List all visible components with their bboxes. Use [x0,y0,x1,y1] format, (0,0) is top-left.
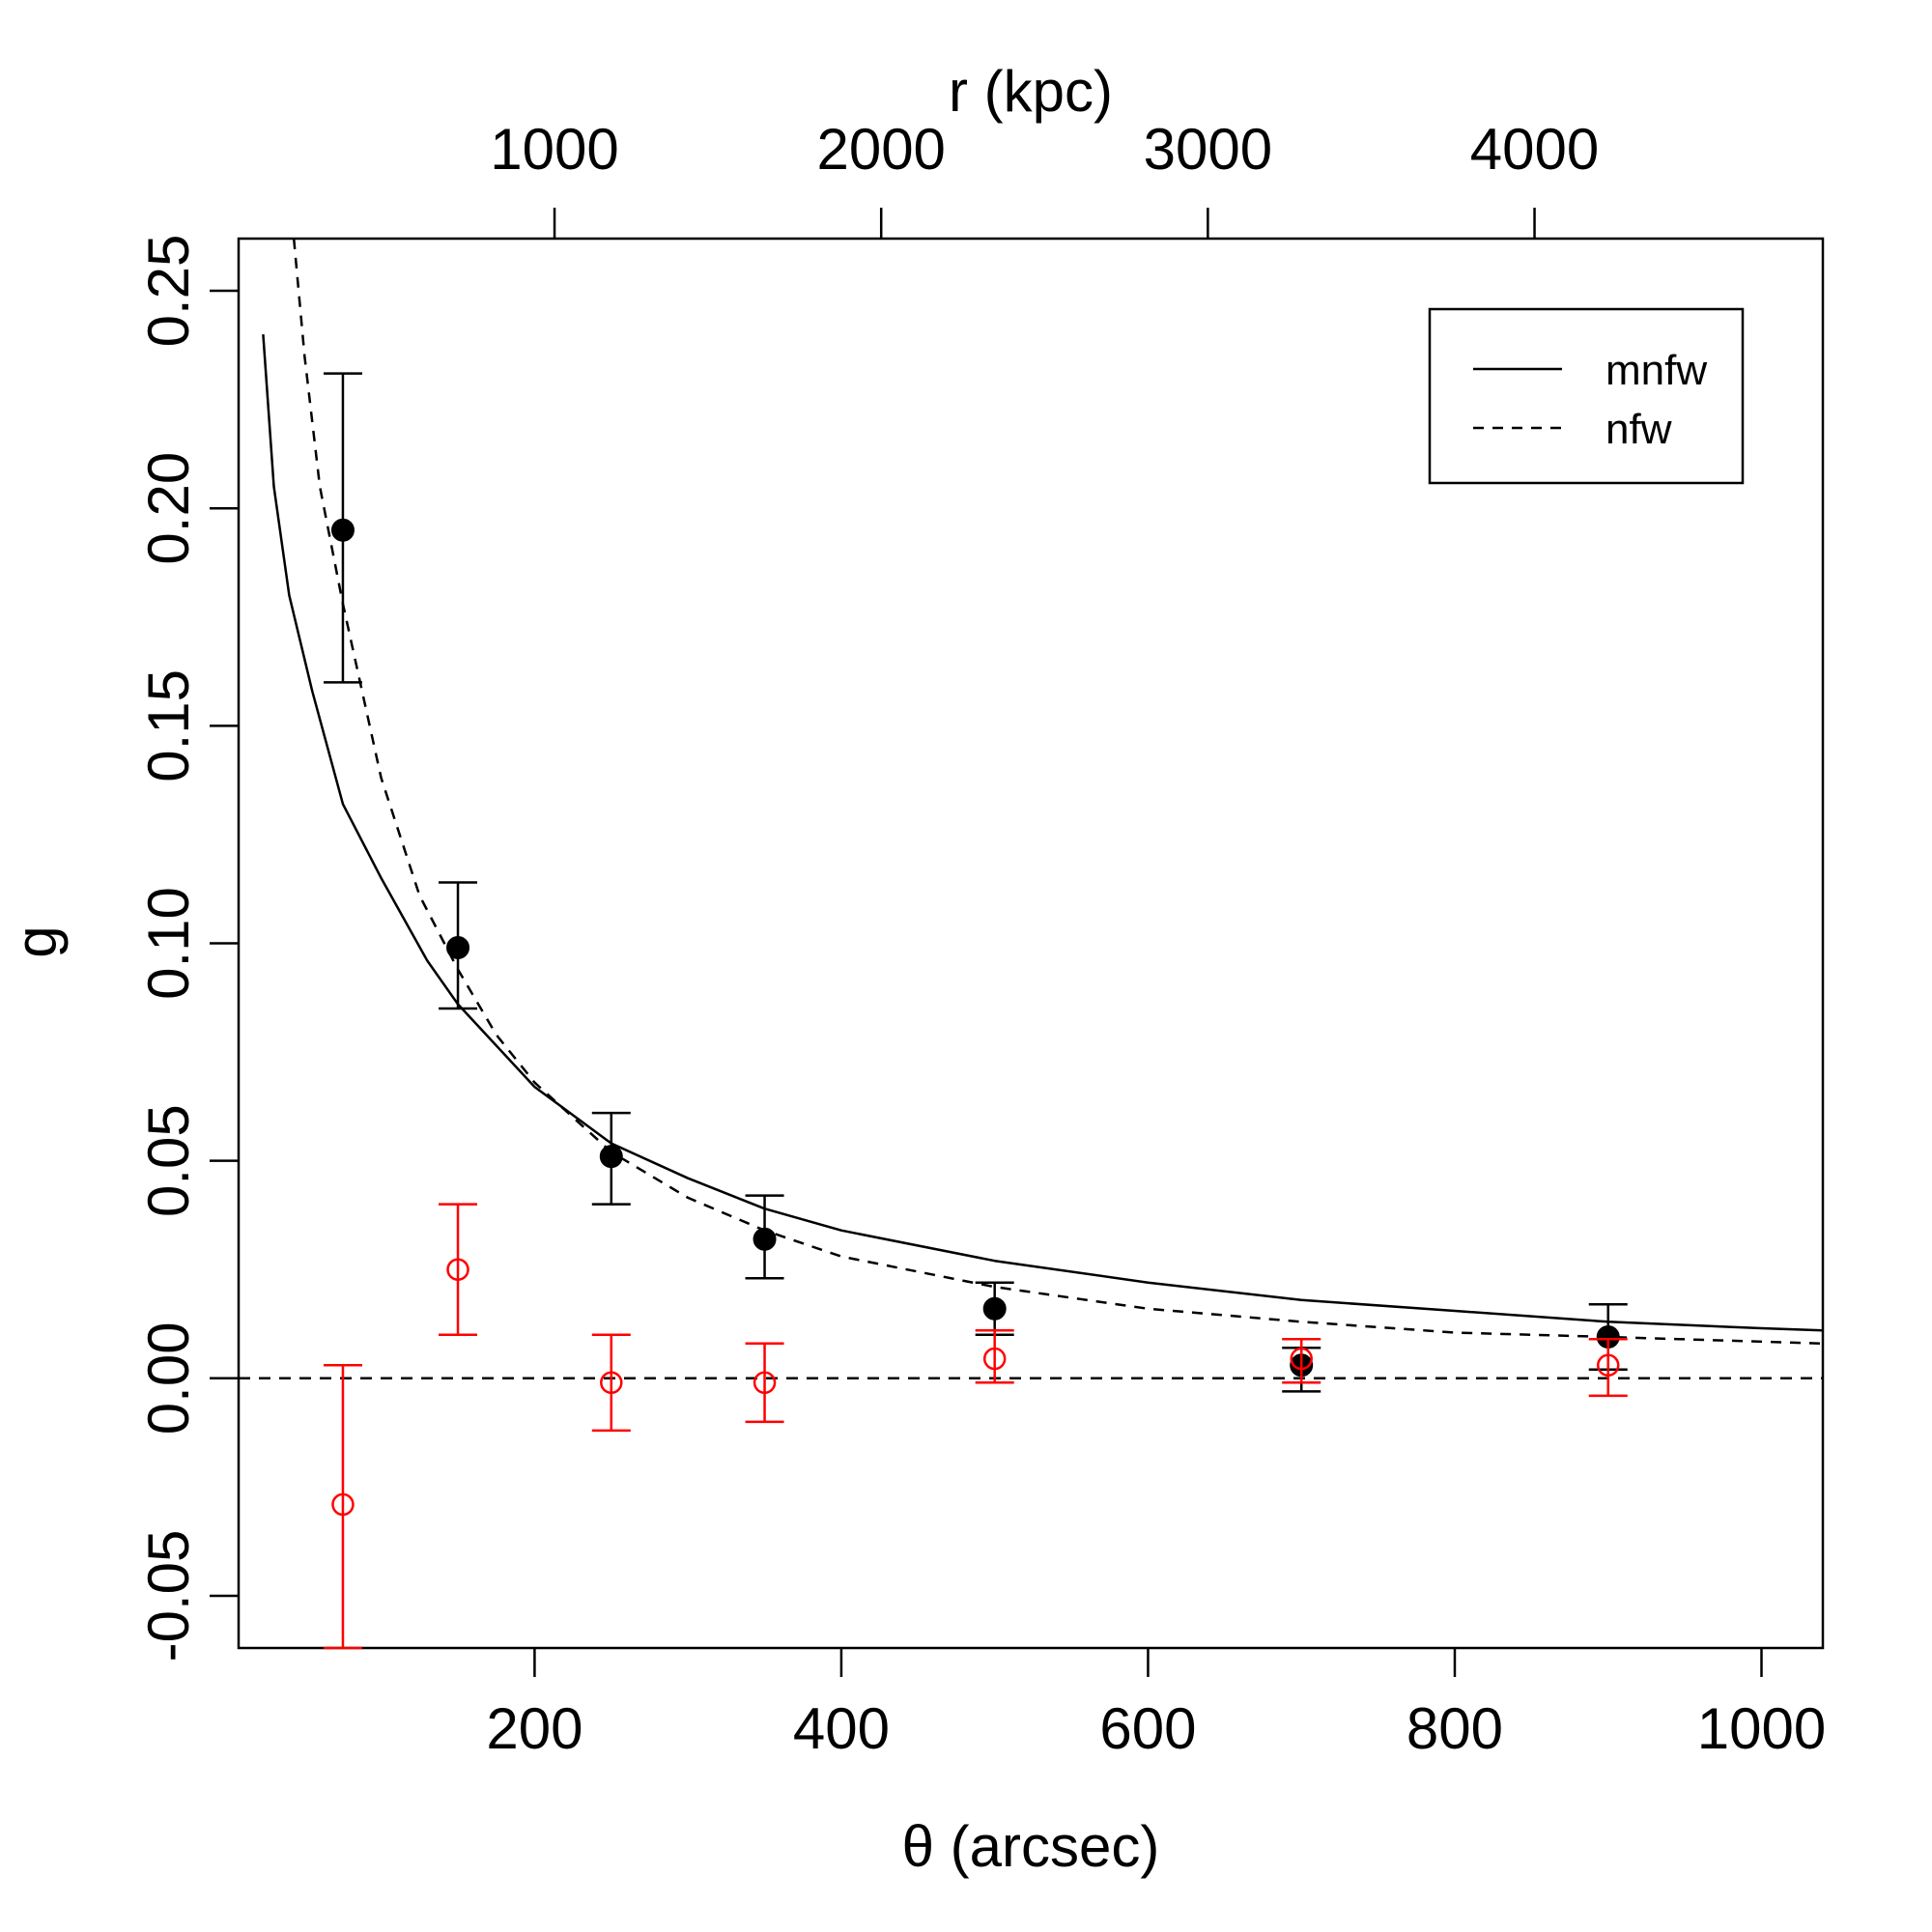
top-tick-label: 3000 [1144,117,1272,182]
x-tick-label: 600 [1099,1696,1196,1761]
y-tick-label: 0.20 [136,452,201,565]
y-tick-label: 0.25 [136,235,201,348]
top-tick-label: 1000 [490,117,618,182]
y-tick-label: 0.10 [136,887,201,1000]
x-tick-label: 1000 [1697,1696,1826,1761]
cross-point [1290,1347,1313,1371]
legend: mnfw nfw [1428,307,1745,485]
legend-nfw-label: nfw [1605,406,1672,453]
tangential-point [982,1296,1007,1321]
y-axis-title: g [4,925,69,957]
legend-box [1428,307,1745,485]
y-tick-label: 0.00 [136,1321,201,1435]
cross-point [600,1371,623,1395]
x-axis-title: θ (arcsec) [902,1814,1160,1879]
tangential-point [446,936,470,960]
top-tick-label: 4000 [1470,117,1599,182]
legend-mnfw-label: mnfw [1605,347,1707,394]
tangential-point [599,1145,623,1169]
cross-point [331,1492,355,1517]
cross-point [753,1371,777,1395]
x-tick-label: 200 [486,1696,582,1761]
tangential-point [753,1227,777,1251]
top-axis-title: r (kpc) [949,59,1113,124]
mnfw-curve [262,334,1823,1332]
cross-point [1596,1353,1620,1378]
y-tick-label: -0.05 [136,1530,201,1662]
x-tick-label: 400 [793,1696,890,1761]
cross-point [982,1347,1007,1371]
x-tick-label: 800 [1406,1696,1503,1761]
plot-layer: 200 400 600 800 1000 -0.05 0.00 0.05 0.10 0.15 0.2… [136,117,1826,1761]
tangential-point [330,518,355,542]
y-tick-label: 0.05 [136,1104,201,1217]
y-tick-label: 0.15 [136,669,201,782]
top-tick-label: 2000 [816,117,945,182]
cross-point [446,1258,469,1281]
